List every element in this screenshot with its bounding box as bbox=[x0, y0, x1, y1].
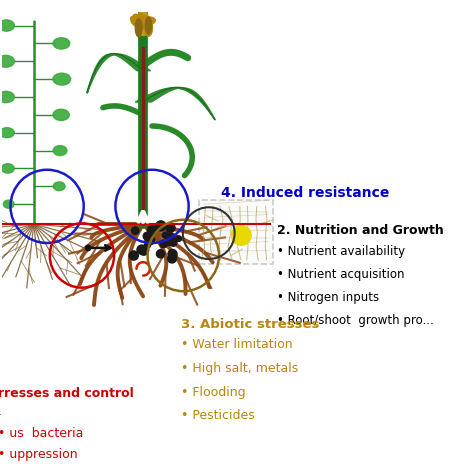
Ellipse shape bbox=[53, 182, 65, 191]
Ellipse shape bbox=[53, 38, 70, 49]
FancyBboxPatch shape bbox=[199, 200, 273, 264]
Circle shape bbox=[166, 223, 175, 232]
Circle shape bbox=[145, 237, 151, 244]
Ellipse shape bbox=[0, 91, 14, 102]
Text: • Flooding: • Flooding bbox=[181, 386, 246, 399]
Circle shape bbox=[160, 240, 167, 247]
Circle shape bbox=[166, 233, 175, 242]
Ellipse shape bbox=[53, 146, 67, 155]
Text: 4. Induced resistance: 4. Induced resistance bbox=[221, 186, 390, 200]
Circle shape bbox=[145, 242, 151, 248]
Ellipse shape bbox=[138, 17, 155, 25]
Text: 2. Nutrition and Growth: 2. Nutrition and Growth bbox=[277, 224, 444, 237]
Text: • Water limitation: • Water limitation bbox=[181, 338, 292, 351]
Ellipse shape bbox=[130, 17, 145, 28]
Text: • Nutrient availability: • Nutrient availability bbox=[277, 245, 405, 257]
Text: • High salt, metals: • High salt, metals bbox=[181, 362, 298, 375]
Text: • Root/shoot  growth pro...: • Root/shoot growth pro... bbox=[277, 314, 434, 327]
Ellipse shape bbox=[137, 11, 149, 36]
Ellipse shape bbox=[143, 16, 151, 32]
Ellipse shape bbox=[135, 19, 152, 27]
Circle shape bbox=[131, 227, 139, 235]
Circle shape bbox=[147, 226, 157, 235]
Ellipse shape bbox=[53, 73, 71, 85]
Text: • uppression: • uppression bbox=[0, 448, 78, 461]
Ellipse shape bbox=[133, 14, 146, 28]
Ellipse shape bbox=[53, 109, 69, 120]
Ellipse shape bbox=[135, 19, 142, 36]
Ellipse shape bbox=[146, 17, 152, 34]
Ellipse shape bbox=[0, 20, 14, 31]
Circle shape bbox=[156, 221, 166, 231]
Circle shape bbox=[129, 251, 138, 260]
Ellipse shape bbox=[138, 14, 148, 29]
Text: • Nitrogen inputs: • Nitrogen inputs bbox=[277, 291, 379, 304]
Circle shape bbox=[168, 254, 176, 263]
Circle shape bbox=[85, 245, 91, 251]
Text: • us  bacteria: • us bacteria bbox=[0, 427, 83, 440]
Ellipse shape bbox=[0, 55, 14, 67]
Ellipse shape bbox=[1, 164, 14, 173]
Text: • Pesticides: • Pesticides bbox=[181, 409, 255, 422]
Ellipse shape bbox=[131, 18, 147, 28]
Text: • Nutrient acquisition: • Nutrient acquisition bbox=[277, 268, 404, 281]
Circle shape bbox=[143, 232, 151, 240]
Circle shape bbox=[169, 239, 177, 246]
Text: 3. Abiotic stresses: 3. Abiotic stresses bbox=[181, 318, 319, 331]
Circle shape bbox=[168, 249, 177, 258]
Text: .: . bbox=[0, 405, 2, 418]
Circle shape bbox=[146, 236, 155, 245]
Circle shape bbox=[165, 237, 174, 246]
Circle shape bbox=[139, 246, 149, 255]
Circle shape bbox=[231, 226, 251, 245]
Circle shape bbox=[137, 245, 146, 254]
Ellipse shape bbox=[145, 19, 153, 36]
Ellipse shape bbox=[3, 200, 14, 208]
Circle shape bbox=[162, 232, 168, 238]
Text: rresses and control: rresses and control bbox=[0, 387, 134, 401]
Circle shape bbox=[176, 236, 182, 241]
Circle shape bbox=[156, 250, 164, 258]
Ellipse shape bbox=[0, 128, 14, 138]
